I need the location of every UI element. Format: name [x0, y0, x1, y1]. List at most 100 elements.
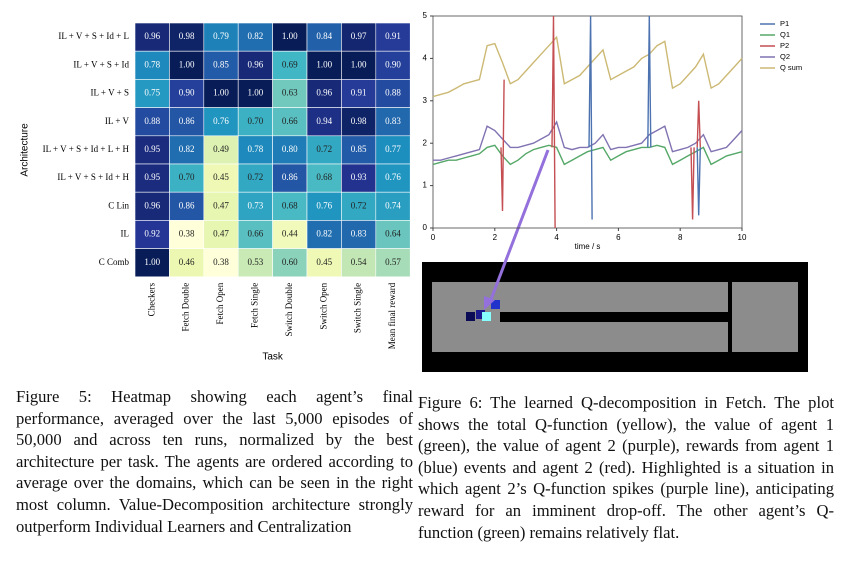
cell-label: 0.66	[248, 229, 264, 239]
cell-label: 0.77	[385, 144, 401, 154]
cell-label: 0.90	[385, 59, 401, 69]
heat-cell	[306, 22, 342, 52]
heat-cell	[169, 79, 205, 108]
x-tick-label: 8	[678, 233, 683, 242]
y-tick-label: 4	[423, 54, 428, 63]
series-line	[433, 120, 743, 161]
cell-label: 0.84	[316, 31, 332, 41]
cell-label: 0.85	[213, 59, 229, 69]
figures: IL + V + S + Id + L 0.96 0.98 0.79 0.82 1.00 0…	[20, 11, 808, 372]
cell-label: 0.82	[179, 144, 195, 154]
y-tick-label: 3	[423, 96, 428, 105]
cell-label: 0.78	[248, 144, 264, 154]
y-tick-label: 0	[423, 223, 428, 232]
heat-cell	[134, 50, 170, 80]
cell-label: 0.57	[385, 257, 401, 267]
cell-label: 0.86	[179, 116, 195, 126]
cell-label: 0.68	[282, 200, 298, 210]
cell-label: 0.53	[248, 257, 264, 267]
cell-label: 1.00	[144, 257, 160, 267]
cell-label: 0.90	[179, 88, 195, 98]
legend-label: P1	[780, 19, 789, 28]
column-label: Fetch Single	[249, 283, 259, 328]
cell-label: 0.64	[385, 229, 401, 239]
cell-label: 0.75	[144, 88, 160, 98]
heat-cell	[169, 248, 205, 278]
room	[732, 282, 798, 352]
cell-label: 0.47	[213, 200, 229, 210]
cell-label: 0.74	[385, 200, 401, 210]
cell-label: 0.72	[316, 144, 332, 154]
heat-cell	[272, 50, 308, 80]
agent-cell	[476, 310, 485, 319]
agent-cell	[491, 300, 500, 309]
arrow-head	[484, 296, 495, 310]
x-tick-label: 10	[738, 233, 747, 242]
heat-cell	[341, 50, 377, 80]
column-label: Switch Double	[284, 283, 294, 337]
row-label: IL + V + S + Id + L	[58, 31, 129, 41]
cell-label: 0.97	[351, 31, 367, 41]
room	[500, 282, 728, 312]
column-label: Mean final reward	[387, 282, 397, 349]
cell-label: 0.95	[144, 144, 160, 154]
heat-cell	[375, 107, 411, 137]
heat-cell	[169, 107, 205, 137]
heat-cell	[272, 248, 308, 278]
row-label: IL + V + S + Id + H	[57, 172, 129, 182]
cell-label: 0.78	[144, 59, 160, 69]
cell-label: 0.91	[351, 88, 367, 98]
heat-cell	[375, 220, 411, 249]
highlight-arrow	[488, 149, 550, 303]
cell-label: 0.91	[385, 31, 401, 41]
cell-label: 0.96	[144, 200, 160, 210]
heat-cell	[134, 107, 170, 137]
cell-label: 0.80	[282, 144, 298, 154]
cell-label: 0.98	[179, 31, 195, 41]
heat-cell	[134, 135, 170, 165]
column-label: Fetch Double	[181, 283, 191, 332]
heat-cell	[375, 191, 411, 221]
heat-cell	[134, 79, 170, 108]
cell-label: 0.76	[316, 200, 332, 210]
cell-label: 0.82	[248, 31, 264, 41]
heat-cell	[272, 79, 308, 108]
heat-cell	[375, 50, 411, 80]
cell-label: 0.83	[351, 229, 367, 239]
heat-cell	[203, 191, 239, 221]
heat-cell	[272, 163, 308, 193]
cell-label: 0.68	[316, 172, 332, 182]
cell-label: 0.83	[385, 116, 401, 126]
game-view	[422, 262, 808, 372]
cell-label: 0.49	[213, 144, 229, 154]
heat-cell	[203, 107, 239, 137]
cell-label: 0.88	[385, 88, 401, 98]
cell-label: 0.96	[248, 59, 264, 69]
series-line	[588, 15, 701, 220]
heat-cell	[375, 22, 411, 52]
cell-label: 0.38	[213, 257, 229, 267]
heat-cell	[272, 220, 308, 249]
row-label: C Lin	[108, 200, 129, 210]
cell-label: 0.85	[351, 144, 367, 154]
row-label: IL + V + S + Id	[73, 59, 129, 69]
cell-label: 0.76	[385, 172, 401, 182]
cell-label: 0.95	[144, 172, 160, 182]
column-label: Checkers	[146, 282, 156, 316]
cell-label: 0.82	[316, 229, 332, 239]
cell-label: 0.70	[179, 172, 195, 182]
x-tick-label: 6	[616, 233, 621, 242]
y-axis-label: Architecture	[20, 123, 31, 177]
cell-label: 0.72	[248, 172, 264, 182]
row-label: C Comb	[99, 257, 130, 267]
cell-label: 0.73	[248, 200, 264, 210]
x-axis-label: Task	[262, 352, 284, 363]
row-label: IL + V	[105, 116, 130, 126]
heat-cell	[203, 50, 239, 80]
cell-label: 0.98	[351, 116, 367, 126]
cell-label: 1.00	[248, 88, 264, 98]
cell-label: 0.86	[282, 172, 298, 182]
series-line	[432, 35, 743, 98]
cell-label: 0.45	[316, 257, 332, 267]
